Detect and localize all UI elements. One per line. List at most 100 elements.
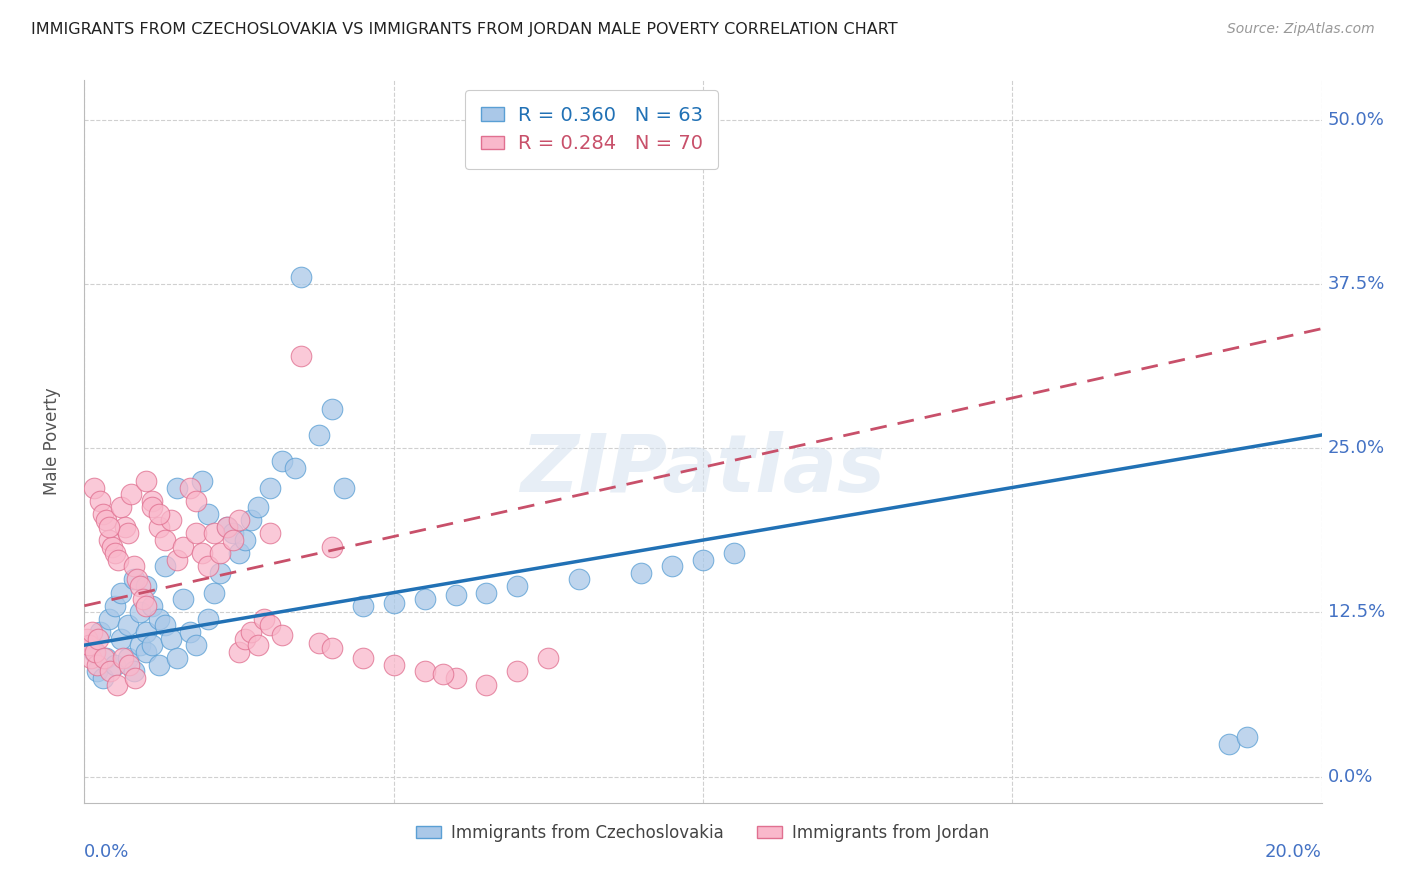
Point (537, 651, 560, 665)
Point (101, 540, 124, 554)
Point (475, 677, 498, 691)
Point (148, 612, 170, 626)
Point (191, 546, 214, 560)
Point (153, 618, 176, 632)
Point (444, 671, 467, 685)
Point (107, 553, 129, 567)
Point (86, 665, 108, 679)
Point (117, 651, 139, 665)
Text: 20.0%: 20.0% (1265, 843, 1322, 861)
Point (125, 573, 148, 587)
Point (352, 599, 374, 613)
Point (110, 500, 132, 515)
Point (105, 677, 128, 691)
Point (432, 667, 454, 681)
Point (506, 665, 529, 679)
Point (506, 579, 529, 593)
Point (76, 632, 98, 646)
Point (179, 625, 201, 640)
Point (110, 632, 132, 646)
Legend: Immigrants from Czechoslovakia, Immigrants from Jordan: Immigrants from Czechoslovakia, Immigran… (409, 817, 997, 848)
Point (166, 651, 188, 665)
Point (111, 651, 134, 665)
Point (352, 651, 374, 665)
Point (135, 579, 157, 593)
Point (290, 349, 312, 363)
Point (84, 645, 107, 659)
Point (179, 481, 201, 495)
Point (135, 599, 157, 613)
Point (122, 665, 145, 679)
Point (240, 513, 263, 527)
Point (122, 573, 145, 587)
Point (135, 474, 157, 488)
Point (246, 500, 269, 515)
Point (233, 533, 256, 547)
Point (132, 592, 155, 607)
Point (83, 481, 105, 495)
Point (197, 612, 219, 626)
Point (184, 526, 207, 541)
Point (382, 657, 405, 672)
Point (87, 632, 110, 646)
Point (166, 553, 188, 567)
Point (259, 526, 281, 541)
Point (135, 625, 157, 640)
Point (94, 651, 117, 665)
Point (160, 513, 183, 527)
Point (148, 657, 170, 672)
Point (333, 481, 356, 495)
Point (228, 645, 250, 659)
Point (321, 640, 343, 655)
Point (233, 632, 256, 646)
Point (98, 520, 121, 534)
Point (253, 612, 276, 626)
Point (122, 559, 145, 574)
Point (228, 546, 250, 560)
Point (568, 573, 591, 587)
Point (117, 526, 139, 541)
Text: 50.0%: 50.0% (1327, 111, 1385, 128)
Point (98, 612, 121, 626)
Point (124, 671, 146, 685)
Point (89, 625, 111, 640)
Point (197, 559, 219, 574)
Point (120, 487, 142, 501)
Point (141, 500, 163, 515)
Point (308, 428, 330, 442)
Point (692, 553, 714, 567)
Point (117, 618, 139, 632)
Point (184, 493, 207, 508)
Point (83, 645, 105, 659)
Point (129, 605, 152, 619)
Point (202, 585, 225, 599)
Point (222, 526, 245, 541)
Point (475, 585, 498, 599)
Point (91, 507, 114, 521)
Point (104, 546, 127, 560)
Point (1236, 730, 1258, 744)
Point (141, 638, 163, 652)
Point (98, 533, 121, 547)
Point (382, 596, 405, 610)
Point (79, 651, 101, 665)
Point (215, 520, 238, 534)
Point (79, 638, 101, 652)
Point (104, 657, 127, 672)
Point (86, 657, 108, 672)
Point (284, 460, 307, 475)
Point (661, 559, 683, 574)
Point (191, 474, 214, 488)
Text: 0.0%: 0.0% (1327, 767, 1374, 786)
Point (413, 592, 436, 607)
Point (259, 618, 281, 632)
Point (104, 599, 127, 613)
Point (271, 454, 294, 468)
Point (246, 638, 269, 652)
Point (172, 540, 194, 554)
Point (308, 635, 330, 649)
Point (135, 645, 157, 659)
Y-axis label: Male Poverty: Male Poverty (42, 388, 60, 495)
Point (723, 546, 745, 560)
Point (209, 566, 232, 580)
